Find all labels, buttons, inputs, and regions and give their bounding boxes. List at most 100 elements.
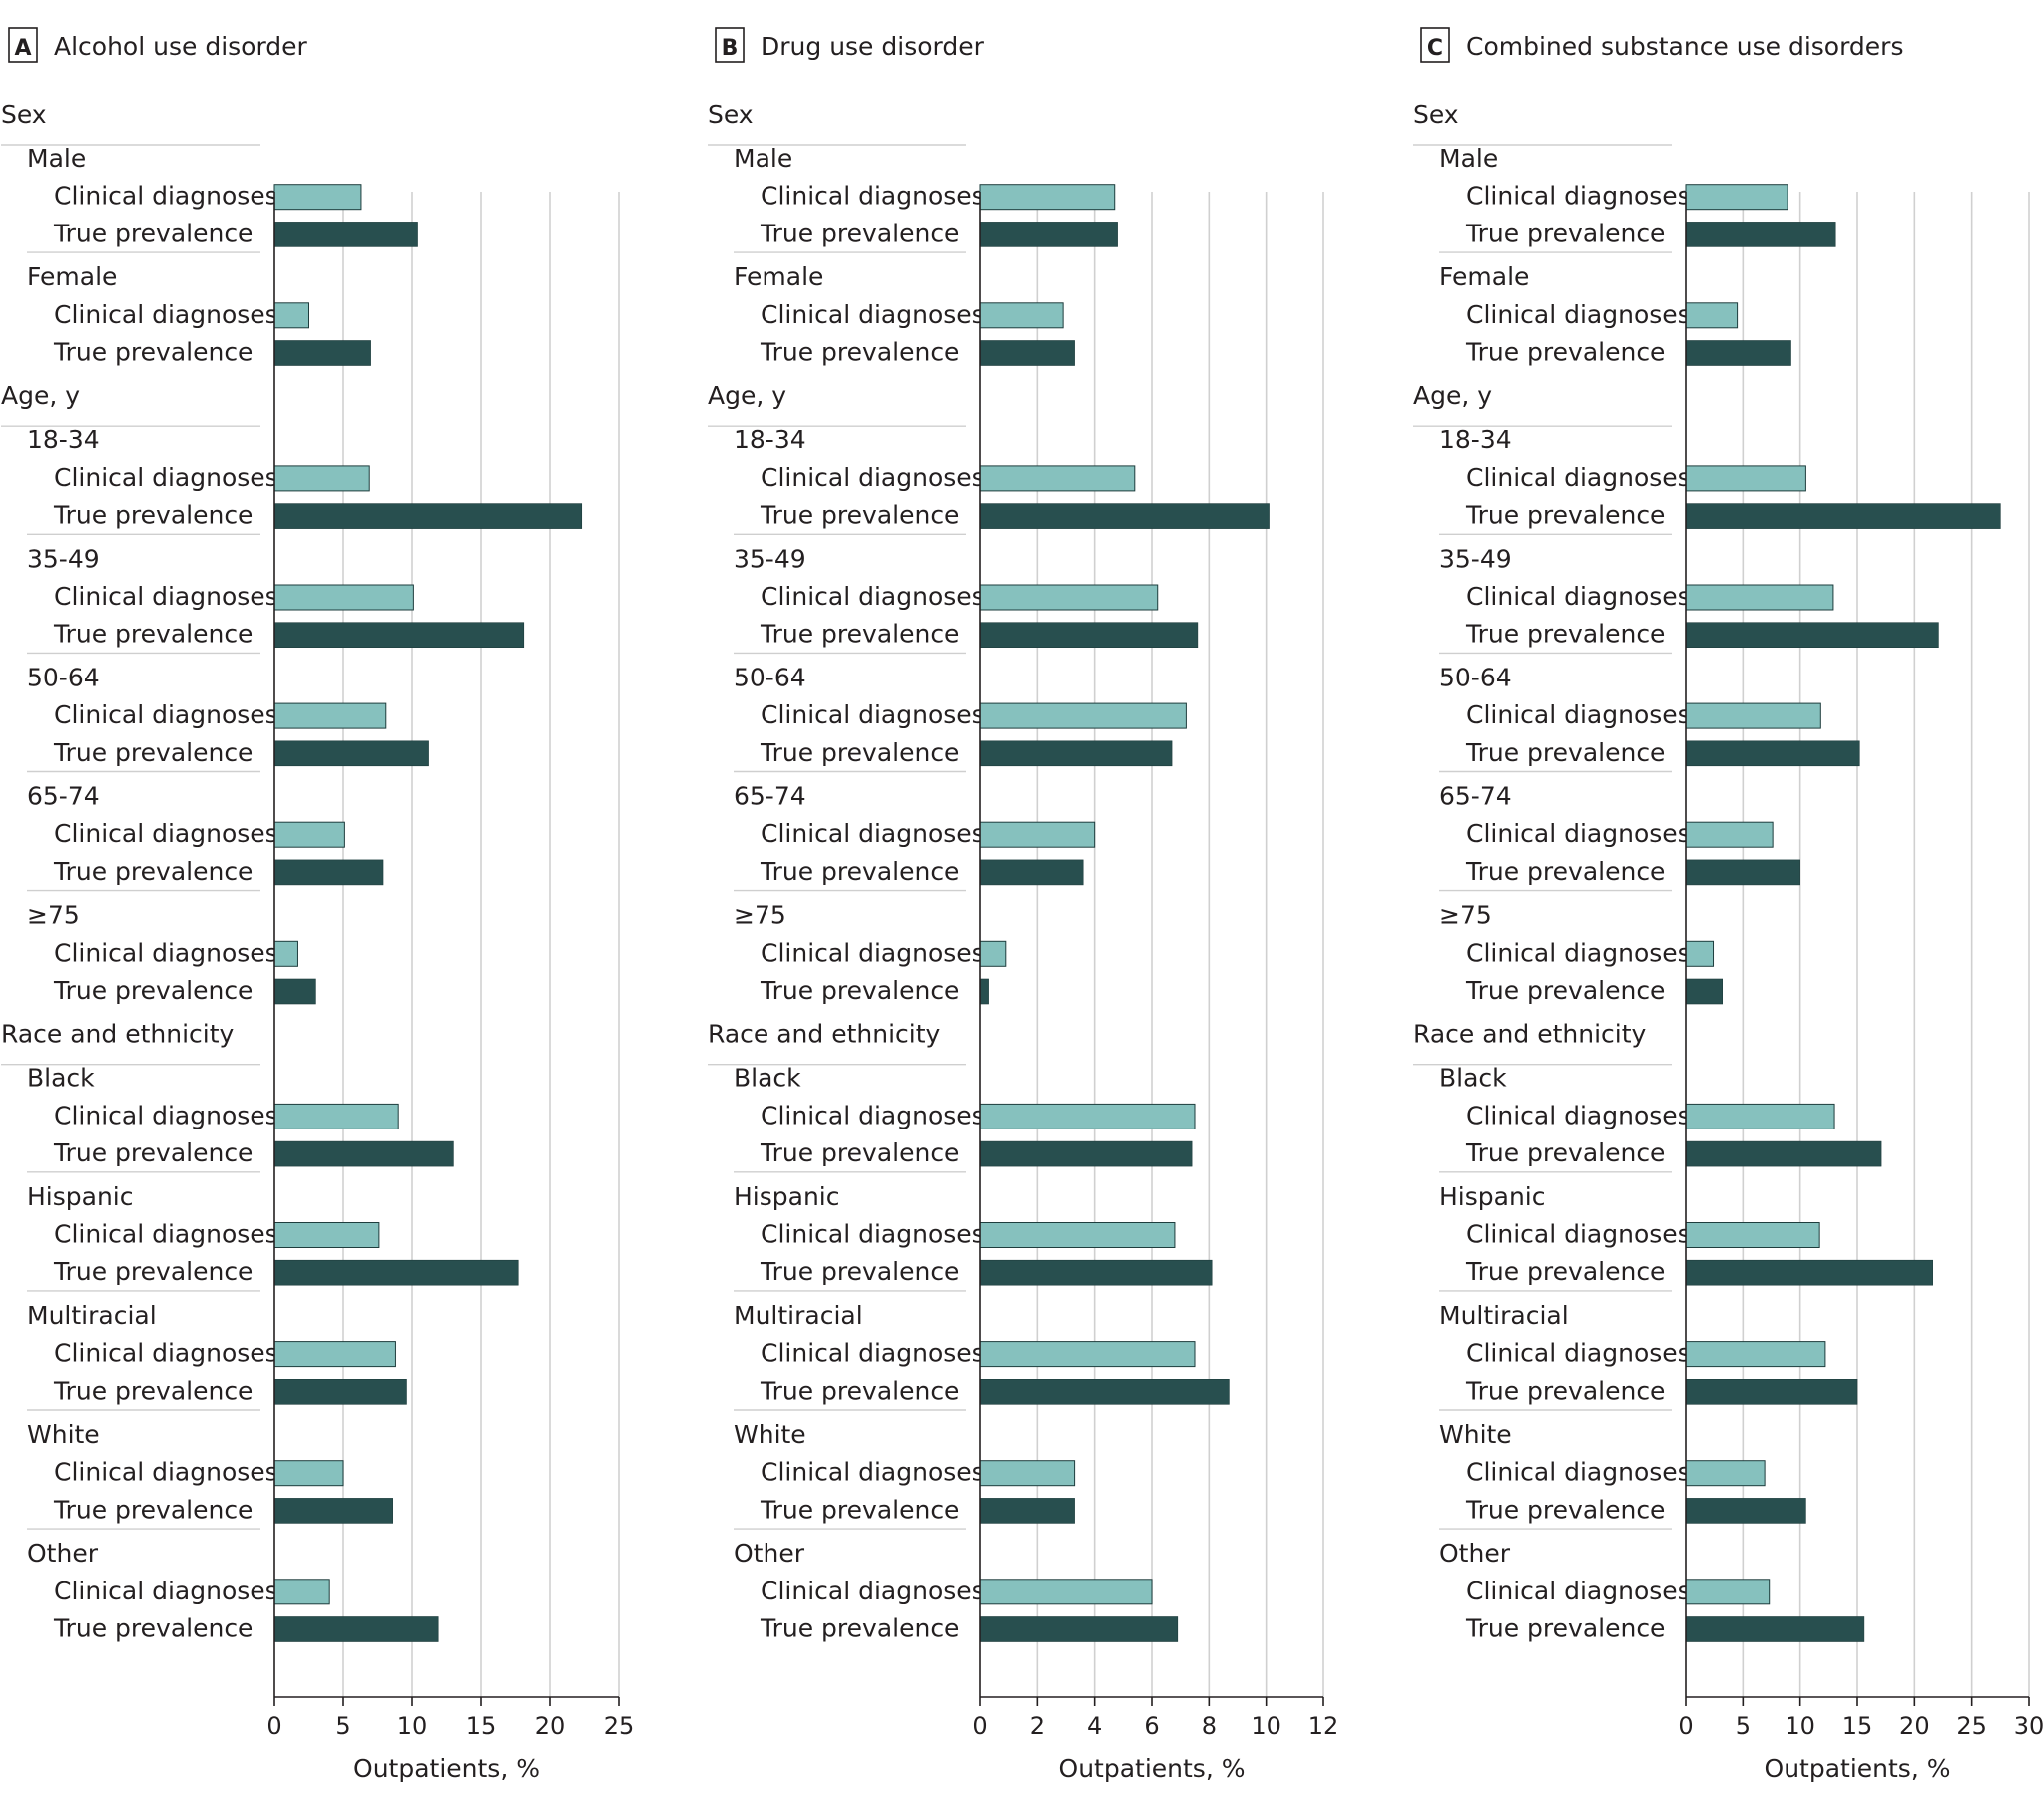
bar-clinical-diagnoses (979, 1341, 1196, 1368)
category-label: ≥75 (27, 901, 80, 930)
true-prevalence-label: True prevalence (53, 1495, 253, 1524)
x-tick-label: 4 (1087, 1712, 1102, 1740)
bar-true-prevalence (979, 978, 989, 1005)
category-label: Other (27, 1539, 99, 1568)
true-prevalence-label: True prevalence (53, 338, 253, 367)
bar-true-prevalence (979, 740, 1173, 767)
bar-clinical-diagnoses (979, 584, 1159, 611)
bar-true-prevalence (1685, 503, 2001, 529)
panel-a: A Alcohol use disorder Sex Male Clinical dia… (1, 27, 634, 1783)
bar-true-prevalence (273, 1140, 454, 1167)
x-axis-label: Outpatients, % (353, 1754, 540, 1783)
true-prevalence-label: True prevalence (760, 338, 959, 367)
bar-true-prevalence (979, 1498, 1075, 1524)
x-tick-label: 10 (397, 1712, 428, 1740)
bar-clinical-diagnoses (273, 302, 309, 329)
category-label: 65-74 (1439, 782, 1512, 811)
bar-true-prevalence (273, 503, 583, 529)
bar-clinical-diagnoses (1685, 184, 1788, 211)
bar-clinical-diagnoses (979, 940, 1007, 967)
category-label: 65-74 (734, 782, 806, 811)
true-prevalence-label: True prevalence (1465, 219, 1665, 247)
bar-clinical-diagnoses (979, 1222, 1176, 1248)
bar-true-prevalence (273, 740, 429, 767)
category-label: Female (1439, 262, 1529, 291)
category-label: Other (1439, 1539, 1511, 1568)
x-ticks: 0 2 4 6 8 10 12 (972, 1697, 1338, 1740)
category-label: Multiracial (734, 1301, 863, 1330)
bar-true-prevalence (1685, 1616, 1865, 1642)
x-tick-label: 0 (1678, 1712, 1693, 1740)
true-prevalence-label: True prevalence (1465, 976, 1665, 1005)
bar-true-prevalence (273, 859, 384, 886)
bar-clinical-diagnoses (273, 821, 345, 848)
category-label: ≥75 (1439, 901, 1492, 930)
category-label: Hispanic (734, 1182, 840, 1211)
clinical-diagnoses-label: Clinical diagnoses (1466, 700, 1691, 729)
bar-true-prevalence (979, 1379, 1230, 1405)
true-prevalence-label: True prevalence (1465, 1376, 1665, 1405)
bar-clinical-diagnoses (1685, 302, 1739, 329)
true-prevalence-label: True prevalence (53, 1376, 253, 1405)
true-prevalence-label: True prevalence (1465, 1138, 1665, 1167)
x-tick-label: 5 (335, 1712, 350, 1740)
bar-true-prevalence (1685, 978, 1723, 1005)
true-prevalence-label: True prevalence (1465, 738, 1665, 767)
bar-clinical-diagnoses (1685, 465, 1806, 492)
group-title: Race and ethnicity (1413, 1020, 1647, 1049)
true-prevalence-label: True prevalence (760, 976, 959, 1005)
true-prevalence-label: True prevalence (760, 219, 959, 247)
clinical-diagnoses-label: Clinical diagnoses (54, 700, 278, 729)
bar-true-prevalence (1685, 222, 1836, 247)
clinical-diagnoses-label: Clinical diagnoses (761, 700, 985, 729)
category-label: Female (27, 262, 117, 291)
category-label: Black (1439, 1064, 1507, 1093)
category-label: 18-34 (1439, 425, 1512, 454)
bar-true-prevalence (979, 859, 1084, 886)
category-label: White (27, 1420, 100, 1449)
clinical-diagnoses-label: Clinical diagnoses (54, 463, 278, 492)
true-prevalence-label: True prevalence (53, 1138, 253, 1167)
category-label: White (734, 1420, 806, 1449)
bar-true-prevalence (1685, 340, 1791, 366)
clinical-diagnoses-label: Clinical diagnoses (54, 1577, 278, 1605)
true-prevalence-label: True prevalence (53, 738, 253, 767)
bar-true-prevalence (273, 622, 525, 649)
panel-letter: C (1427, 36, 1443, 61)
x-tick-label: 8 (1202, 1712, 1217, 1740)
clinical-diagnoses-label: Clinical diagnoses (761, 1339, 985, 1368)
true-prevalence-label: True prevalence (1465, 1614, 1665, 1643)
true-prevalence-label: True prevalence (1465, 1257, 1665, 1286)
x-tick-label: 5 (1736, 1712, 1751, 1740)
bar-clinical-diagnoses (1685, 1103, 1835, 1129)
bar-true-prevalence (273, 978, 316, 1005)
panel-letter: A (14, 36, 31, 61)
true-prevalence-label: True prevalence (760, 1257, 959, 1286)
group-title: Race and ethnicity (708, 1020, 941, 1049)
category-label: Multiracial (1439, 1301, 1569, 1330)
clinical-diagnoses-label: Clinical diagnoses (1466, 1339, 1691, 1368)
clinical-diagnoses-label: Clinical diagnoses (761, 819, 985, 848)
clinical-diagnoses-label: Clinical diagnoses (761, 1577, 985, 1605)
bar-true-prevalence (273, 1259, 519, 1286)
category-label: 35-49 (734, 544, 806, 573)
clinical-diagnoses-label: Clinical diagnoses (54, 819, 278, 848)
true-prevalence-label: True prevalence (760, 501, 959, 530)
x-ticks: 0 5 10 15 20 25 30 (1678, 1697, 2044, 1740)
true-prevalence-label: True prevalence (1465, 501, 1665, 530)
category-label: Male (27, 144, 86, 173)
group-title: Race and ethnicity (1, 1020, 235, 1049)
true-prevalence-label: True prevalence (1465, 338, 1665, 367)
bar-true-prevalence (979, 1616, 1179, 1642)
x-tick-label: 15 (1842, 1712, 1873, 1740)
category-label: Other (734, 1539, 805, 1568)
clinical-diagnoses-label: Clinical diagnoses (54, 300, 278, 329)
clinical-diagnoses-label: Clinical diagnoses (761, 182, 985, 211)
category-label: Hispanic (27, 1182, 134, 1211)
clinical-diagnoses-label: Clinical diagnoses (761, 1458, 985, 1487)
true-prevalence-label: True prevalence (760, 857, 959, 886)
bar-clinical-diagnoses (273, 1341, 396, 1368)
group-title: Age, y (1413, 381, 1492, 410)
x-tick-label: 20 (535, 1712, 566, 1740)
